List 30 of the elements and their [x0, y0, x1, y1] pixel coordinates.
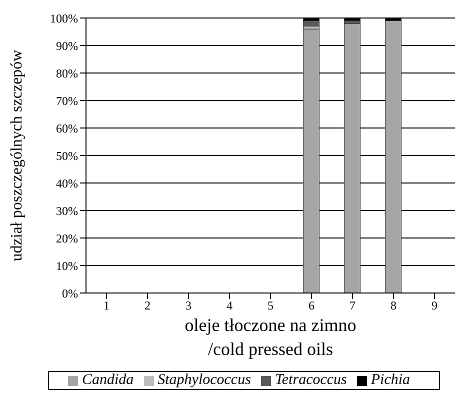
y-tick-label: 10%: [56, 258, 78, 273]
x-tick-label: 2: [144, 298, 150, 313]
y-tick-label: 50%: [56, 148, 78, 163]
legend-label: Candida: [82, 372, 134, 388]
y-tick-label: 60%: [56, 121, 78, 136]
x-tick-label: 8: [390, 298, 396, 313]
y-tick-label: 90%: [56, 38, 78, 53]
x-tick-label: 6: [308, 298, 314, 313]
y-tick-label: 100%: [50, 11, 78, 26]
bar: [303, 20, 320, 26]
legend-label: Pichia: [370, 372, 410, 388]
x-axis-title: oleje tłoczone na zimno /cold pressed oils: [184, 315, 356, 359]
y-tick-label: 20%: [56, 231, 78, 246]
x-tick-label: 1: [104, 298, 110, 313]
x-tick-label: 7: [350, 298, 356, 313]
x-tick-label: 3: [186, 298, 192, 313]
y-tick-label: 0%: [62, 286, 78, 300]
x-tick-label: 4: [226, 298, 232, 313]
y-tick-label: 70%: [56, 94, 78, 108]
y-tick-label: 40%: [56, 176, 78, 190]
y-tick-label: 80%: [56, 66, 78, 80]
y-axis-title: udział poszczególnych szczepów: [8, 49, 26, 262]
legend-label: Staphylococcus: [158, 372, 251, 388]
x-tick-label: 5: [268, 298, 274, 313]
bar: [385, 20, 402, 293]
bar: [303, 28, 320, 293]
x-tick-label: 9: [432, 298, 438, 313]
bar: [344, 23, 361, 293]
y-tick-label: 30%: [56, 204, 78, 218]
legend-label: Tetracoccus: [274, 372, 347, 388]
